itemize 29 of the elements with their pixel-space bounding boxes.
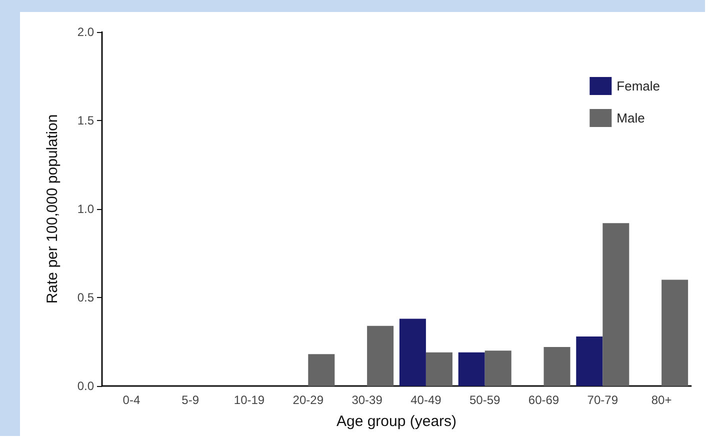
bar (399, 318, 426, 386)
bar (662, 280, 688, 386)
x-tick-label: 40-49 (410, 393, 442, 407)
x-tick-label: 5-9 (182, 393, 200, 407)
bar (308, 354, 335, 386)
y-tick-label: 1.0 (77, 202, 94, 216)
y-tick-label: 0.0 (77, 379, 94, 393)
bar (544, 347, 570, 386)
bar (576, 336, 603, 386)
bar (426, 352, 452, 386)
bar (367, 326, 394, 386)
x-tick-label: 10-19 (234, 393, 265, 407)
x-tick-label: 70-79 (587, 393, 618, 407)
bar (602, 223, 630, 386)
bar (484, 350, 512, 386)
legend-label: Female (616, 78, 660, 94)
y-tick-label: 2.0 (77, 25, 94, 39)
x-axis-title: Age group (years) (336, 413, 457, 430)
x-tick-label: 20-29 (292, 393, 324, 407)
x-tick-label: 50-59 (470, 393, 501, 407)
x-tick-label: 80+ (651, 393, 672, 407)
legend-label: Male (616, 110, 645, 126)
bar (458, 352, 485, 386)
x-tick-label: 0-4 (122, 393, 140, 407)
y-tick-label: 1.5 (77, 114, 94, 128)
x-tick-label: 60-69 (528, 393, 560, 407)
y-tick-label: 0.5 (77, 290, 94, 304)
x-tick-label: 30-39 (352, 393, 383, 407)
y-axis-title: Rate per 100,000 population (44, 114, 61, 304)
